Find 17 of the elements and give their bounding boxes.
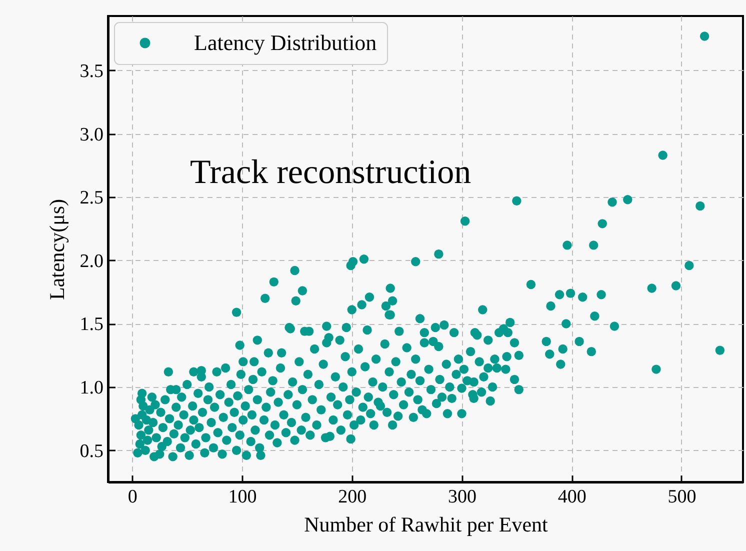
y-tick-label: 2.5 — [80, 188, 104, 209]
x-tick-label: 500 — [668, 486, 696, 508]
annotation: Track reconstruction — [190, 154, 472, 191]
x-tick-label: 400 — [558, 486, 586, 508]
y-tick-label: 3.5 — [80, 60, 104, 82]
x-tick-label: 200 — [338, 486, 367, 508]
y-tick-label: 1.5 — [80, 314, 104, 336]
y-axis-title: Latency(μs) — [44, 198, 69, 300]
x-tick-label: 300 — [448, 486, 477, 508]
y-tick-label: 1.0 — [80, 378, 104, 399]
x-tick-label: 100 — [228, 486, 257, 508]
y-tick-label: 3.0 — [80, 124, 104, 146]
y-tick-label: 2.0 — [80, 250, 104, 272]
x-tick-label: 0 — [128, 486, 138, 508]
y-tick-label: 0.5 — [80, 440, 104, 462]
x-axis-title: Number of Rawhit per Event — [304, 512, 548, 536]
legend-label: Latency Distribution — [194, 30, 377, 55]
